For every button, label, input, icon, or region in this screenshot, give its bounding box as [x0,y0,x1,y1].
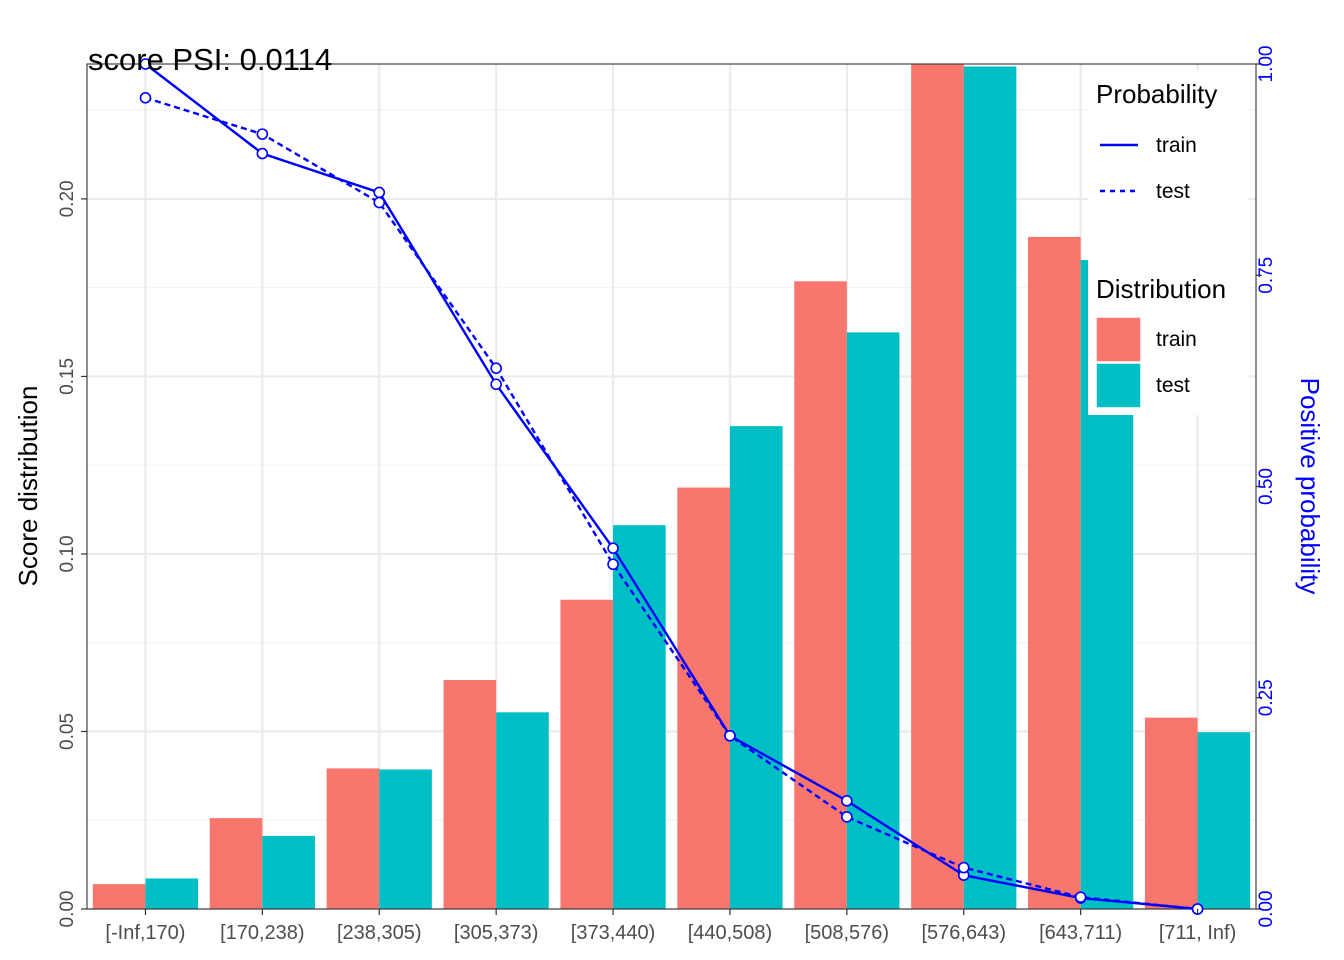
bars [92,64,1251,910]
bar-train-9 [1144,717,1198,909]
y2-axis-label: Positive probability [1295,378,1325,595]
x-tick-label: [440,508) [688,922,773,944]
bar-train-7 [911,64,964,909]
x-tick-label: [576,643) [921,922,1006,944]
x-tick-label: [-Inf,170) [105,922,185,944]
y-tick-label: 0.20 [57,180,78,217]
y-tick-label: 0.10 [57,535,78,572]
point-train-6 [841,795,853,807]
y2-tick-label: 1.00 [1256,46,1277,83]
point-train-2 [373,186,386,199]
point-test-5 [724,729,736,742]
bar-train-4 [560,599,614,909]
bar-train-8 [1028,236,1081,909]
x-tick-label: [711, Inf) [1159,922,1236,944]
bar-test-1 [262,835,315,909]
x-tick-label: [643,711) [1039,922,1122,944]
bar-test-0 [145,878,199,909]
bar-test-4 [613,525,666,909]
point-test-7 [957,861,970,874]
point-test-8 [1074,891,1087,903]
chart-title: score PSI: 0.0114 [88,42,332,77]
point-train-3 [490,378,502,391]
y-tick-label: 0.15 [57,358,78,395]
y2-tick-label: 0.75 [1256,257,1277,294]
bar-test-2 [379,769,432,909]
y2-tick-label: 0.25 [1256,679,1277,716]
bar-test-9 [1197,732,1251,909]
point-train-1 [256,147,269,160]
line-test [145,96,1198,911]
bar-train-0 [92,884,146,909]
point-train-0 [139,58,152,70]
x-tick-label: [508,576) [805,922,890,944]
x-tick-label: [170,238) [220,922,305,944]
axes: 0.00 0.05 0.10 0.15 0.20 0.00 0.25 0.50 0.75 1.00… [57,46,1277,944]
y2-tick-label: 0.00 [1256,891,1277,928]
probability-lines [139,58,1204,915]
legend-label-train-line: train [1156,134,1197,157]
point-test-3 [490,362,502,375]
y-tick-label: 0.05 [57,713,78,750]
bar-test-7 [963,66,1017,909]
legend-label-test-bar: test [1156,374,1190,397]
y-axis-label: Score distribution [13,386,43,587]
x-tick-label: [238,305) [337,922,422,944]
point-train-4 [607,542,619,554]
legend-key-train-bar [1095,316,1142,363]
legend-title-probability: Probability [1096,79,1217,109]
bar-test-3 [496,712,549,909]
point-test-4 [607,558,619,571]
bar-train-1 [209,818,263,909]
legend-title-distribution: Distribution [1096,274,1226,304]
legend-label-train-bar: train [1156,328,1197,351]
point-test-2 [373,196,386,209]
y2-tick-label: 0.50 [1256,468,1277,505]
bar-test-5 [729,426,783,909]
bar-train-2 [326,768,380,909]
legend: Probability train test Distribution trai… [1088,70,1248,415]
point-test-6 [841,811,853,823]
point-test-0 [139,92,152,104]
bar-train-6 [794,281,847,909]
x-tick-label: [305,373) [454,922,539,944]
point-test-1 [256,128,269,140]
bar-test-6 [846,332,900,910]
line-train [144,63,1198,911]
x-tick-label: [373,440) [571,922,656,944]
legend-key-test-bar [1095,362,1142,409]
y-tick-label: 0.00 [57,891,78,928]
bar-train-3 [443,679,497,909]
legend-label-test-line: test [1156,180,1190,203]
